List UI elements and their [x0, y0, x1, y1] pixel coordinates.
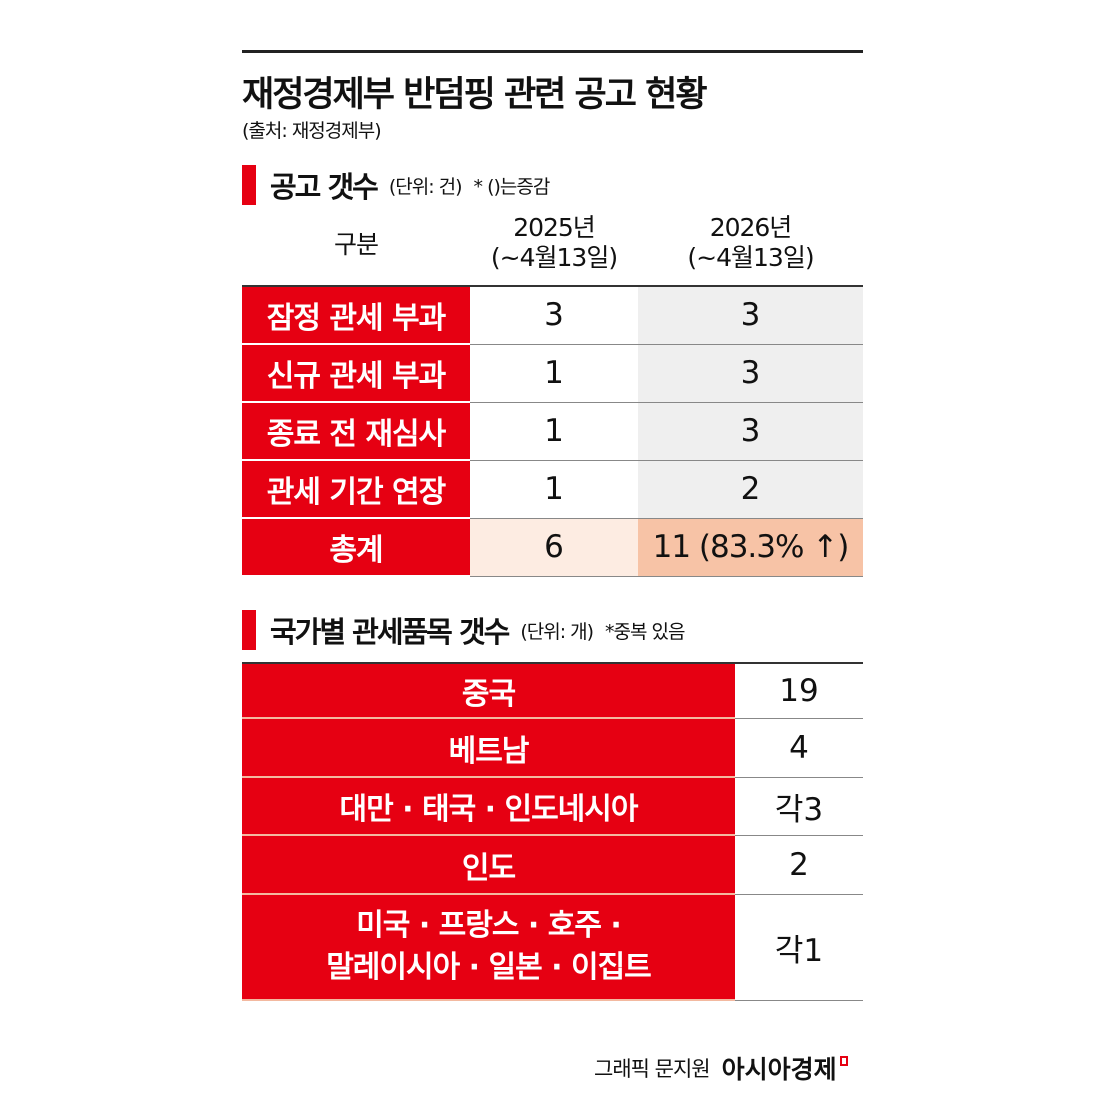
value-2026: 2	[638, 460, 863, 519]
item-count: 각3	[735, 777, 863, 836]
credit: 그래픽 문지원 아시아경제	[594, 1050, 848, 1086]
page-title: 재정경제부 반덤핑 관련 공고 현황	[242, 75, 708, 115]
counts-table: 잠정 관세 부과 3 3 신규 관세 부과 1 3 종료 전 재심사 1 3 관세 기간 연…	[242, 285, 863, 577]
country-label: 베트남	[242, 718, 735, 778]
note: * ()는증감	[473, 175, 551, 198]
value-2025: 1	[470, 402, 638, 461]
section-title: 공고 갯수	[270, 170, 379, 204]
graphic-byline: 그래픽 문지원	[594, 1057, 711, 1081]
table-row: 인도 2	[242, 835, 863, 895]
table-row: 종료 전 재심사 1 3	[242, 402, 863, 461]
value-2026: 11 (83.3% ↑)	[638, 518, 863, 577]
table-row: 잠정 관세 부과 3 3	[242, 286, 863, 345]
row-label: 관세 기간 연장	[242, 460, 470, 519]
total-row: 총계 6 11 (83.3% ↑)	[242, 518, 863, 577]
top-rule	[242, 50, 863, 53]
table-row: 미국 · 프랑스 · 호주 · 말레이시아 · 일본 · 이집트 각1	[242, 894, 863, 1001]
note: *중복 있음	[605, 620, 685, 643]
country-label: 중국	[242, 663, 735, 719]
value-2025: 3	[470, 286, 638, 345]
table-row: 신규 관세 부과 1 3	[242, 344, 863, 403]
logo-mark-icon	[839, 1056, 848, 1066]
item-count: 4	[735, 718, 863, 778]
item-count: 19	[735, 663, 863, 719]
unit-label: (단위: 건)	[388, 175, 463, 198]
header-2025: 2025년 (~4월13일)	[470, 213, 638, 273]
country-label: 인도	[242, 835, 735, 895]
section-heading-counts: 공고 갯수 (단위: 건) * ()는증감	[242, 165, 561, 205]
country-label-line2: 말레이시아 · 일본 · 이집트	[326, 950, 652, 985]
value-2026: 3	[638, 344, 863, 403]
table-row: 베트남 4	[242, 718, 863, 778]
value-2026: 3	[638, 402, 863, 461]
accent-bar	[242, 165, 256, 205]
source: (출처: 재정경제부)	[242, 120, 382, 142]
row-label: 신규 관세 부과	[242, 344, 470, 403]
country-label: 미국 · 프랑스 · 호주 · 말레이시아 · 일본 · 이집트	[242, 894, 735, 1001]
table-row: 관세 기간 연장 1 2	[242, 460, 863, 519]
header-2025-year: 2025년	[513, 213, 596, 242]
row-label: 잠정 관세 부과	[242, 286, 470, 345]
item-count: 2	[735, 835, 863, 895]
header-2026-year: 2026년	[709, 213, 793, 242]
country-label: 대만 · 태국 · 인도네시아	[242, 777, 735, 836]
header-2026: 2026년 (~4월13일)	[638, 213, 863, 273]
countries-table: 중국 19 베트남 4 대만 · 태국 · 인도네시아 각3 인도 2 미국 · 프랑스…	[242, 662, 863, 1001]
unit-label: (단위: 개)	[520, 620, 594, 643]
section-title: 국가별 관세품목 갯수	[270, 615, 510, 649]
row-label: 종료 전 재심사	[242, 402, 470, 461]
row-label: 총계	[242, 518, 470, 577]
table-row: 중국 19	[242, 663, 863, 719]
value-2025: 1	[470, 344, 638, 403]
table-row: 대만 · 태국 · 인도네시아 각3	[242, 777, 863, 836]
value-2026: 3	[638, 286, 863, 345]
header-category: 구분	[333, 230, 379, 259]
header-2026-range: (~4월13일)	[687, 243, 814, 272]
country-label-line1: 미국 · 프랑스 · 호주 ·	[356, 908, 622, 943]
value-2025: 1	[470, 460, 638, 519]
accent-bar	[242, 610, 256, 650]
header-2025-range: (~4월13일)	[490, 243, 618, 272]
item-count: 각1	[735, 894, 863, 1001]
value-2025: 6	[470, 518, 638, 577]
brand-logo: 아시아경제	[721, 1055, 837, 1084]
section-heading-countries: 국가별 관세품목 갯수 (단위: 개) *중복 있음	[242, 610, 697, 650]
